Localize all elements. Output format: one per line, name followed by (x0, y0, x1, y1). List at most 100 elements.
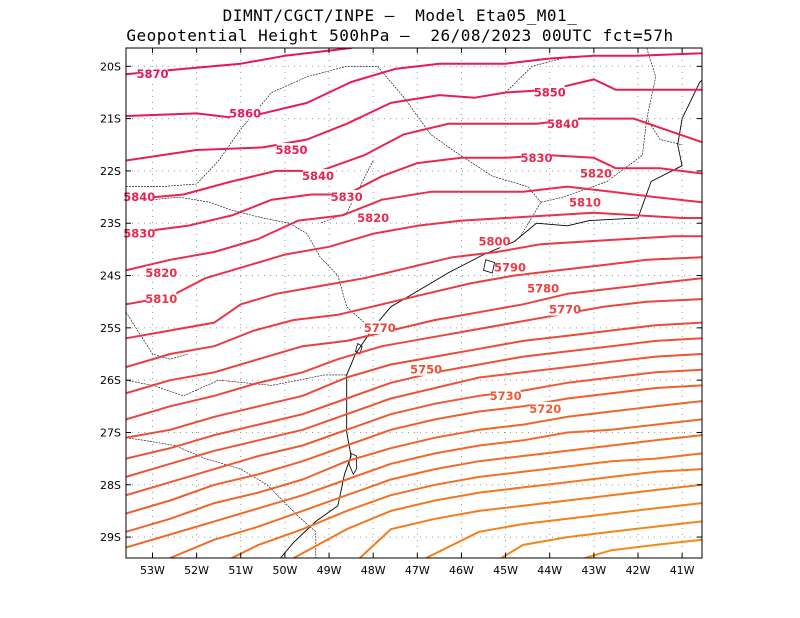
contour-line-5800 (126, 235, 702, 340)
contour-line-5770 (126, 298, 702, 421)
lon-tick-label: 47W (405, 564, 430, 577)
contour-line-5850 (126, 78, 702, 162)
contour-label-bg (581, 166, 612, 180)
contour-label-bg (146, 265, 177, 279)
state-border (126, 374, 347, 397)
lon-tick-label: 41W (670, 564, 695, 577)
contour-label-bg (303, 169, 333, 183)
contour-label-bg (276, 143, 307, 156)
contour-line-5720 (126, 384, 702, 515)
contour-label-bg (490, 388, 521, 402)
contour-label-bg (364, 320, 395, 334)
contour-label: 5730 (490, 389, 522, 403)
contour-label-bg (547, 116, 578, 130)
state-border (126, 312, 188, 360)
lon-tick-label: 50W (272, 564, 297, 577)
contour-line-5780 (126, 277, 702, 395)
contour-line-5750 (126, 337, 702, 460)
contour-label: 5820 (357, 211, 389, 225)
lon-tick-label: 45W (493, 564, 518, 577)
lat-tick-label: 22S (100, 165, 121, 178)
contour-line-5730 (126, 368, 702, 497)
contour-line-5870 (126, 48, 353, 76)
contour-label-bg (530, 401, 561, 415)
contour-label-bg (124, 226, 155, 240)
contour-label-bg (550, 302, 581, 316)
contour-label: 5820 (145, 266, 177, 280)
contour-line-5660 (358, 483, 702, 558)
lat-lon-gridlines (126, 48, 702, 558)
map-title-line-1: DIMNT/CGCT/INPE – Model Eta05_M01_ (222, 6, 578, 25)
lat-tick-label: 28S (100, 479, 121, 492)
contour-label: 5780 (527, 282, 559, 296)
contour-line-5760 (126, 321, 702, 439)
state-border (540, 118, 648, 203)
lat-tick-label: 29S (100, 531, 121, 544)
lat-tick-label: 24S (100, 270, 121, 283)
contour-line-5860 (126, 52, 702, 120)
contour-line-5680 (230, 452, 702, 558)
contour-label: 5830 (520, 151, 552, 165)
lon-tick-label: 48W (361, 564, 386, 577)
contour-label: 5720 (529, 402, 561, 416)
lon-tick-label: 53W (140, 564, 165, 577)
lon-tick-label: 43W (581, 564, 606, 577)
contour-label-bg (124, 190, 155, 204)
contour-line-5820 (126, 185, 702, 272)
contour-line-5840 (126, 117, 702, 201)
island-outline (483, 259, 496, 274)
contour-label: 5860 (229, 106, 261, 120)
contour-label: 5850 (276, 143, 308, 157)
contour-label-bg (528, 281, 559, 295)
contour-label: 5770 (364, 321, 396, 335)
lat-tick-label: 26S (100, 374, 121, 387)
contour-label: 5820 (580, 167, 612, 181)
contour-label-bg (137, 67, 168, 81)
contour-line-5650 (425, 502, 702, 558)
contour-label-bg (521, 150, 552, 164)
island-outline (355, 342, 363, 355)
map-title-line-2: Geopotential Height 500hPa – 26/08/2023 … (126, 26, 674, 45)
contour-label-bg (411, 362, 442, 376)
contour-label-bg (534, 85, 565, 99)
contour-label: 5850 (534, 85, 566, 99)
contour-line-5740 (126, 353, 702, 478)
height-contours (126, 48, 702, 558)
lon-tick-label: 44W (537, 564, 562, 577)
lat-tick-label: 21S (100, 113, 121, 126)
contour-line-5810 (126, 211, 702, 306)
island-outline (348, 452, 357, 476)
contour-line-5790 (126, 256, 702, 369)
lat-tick-label: 20S (100, 60, 121, 73)
axis-ticks: 53W 52W 51W 50W 49W 48W 47W 46W 45W 44W 43W 42W 41W 2… (100, 48, 702, 577)
contour-line-5710 (126, 400, 702, 533)
coastline (280, 79, 702, 558)
lat-tick-label: 23S (100, 217, 121, 230)
state-border (377, 66, 542, 240)
contour-label: 5830 (123, 227, 155, 241)
contour-line-5830 (126, 154, 702, 235)
contour-label-bg (495, 260, 525, 274)
contour-line-5700 (126, 418, 702, 549)
contour-label-bg (146, 292, 177, 306)
contour-label: 5810 (145, 292, 177, 306)
contour-label: 5840 (547, 117, 579, 131)
contour-label: 5810 (569, 195, 601, 209)
contour-label: 5750 (410, 363, 442, 377)
contour-label: 5830 (331, 190, 363, 204)
contour-line-5640 (500, 520, 702, 558)
lon-tick-label: 51W (228, 564, 253, 577)
contour-label-bg (479, 234, 510, 248)
lon-tick-label: 52W (184, 564, 209, 577)
state-border (505, 55, 572, 93)
plot-frame (125, 47, 703, 559)
contour-line-5690 (169, 434, 702, 558)
contour-label: 5770 (549, 303, 581, 317)
contour-line-5670 (292, 468, 702, 558)
lat-tick-label: 25S (100, 322, 121, 335)
contour-label: 5790 (494, 261, 526, 275)
contour-label-bg (230, 106, 261, 120)
contour-label: 5840 (123, 190, 155, 204)
contour-label-bg (358, 211, 389, 224)
